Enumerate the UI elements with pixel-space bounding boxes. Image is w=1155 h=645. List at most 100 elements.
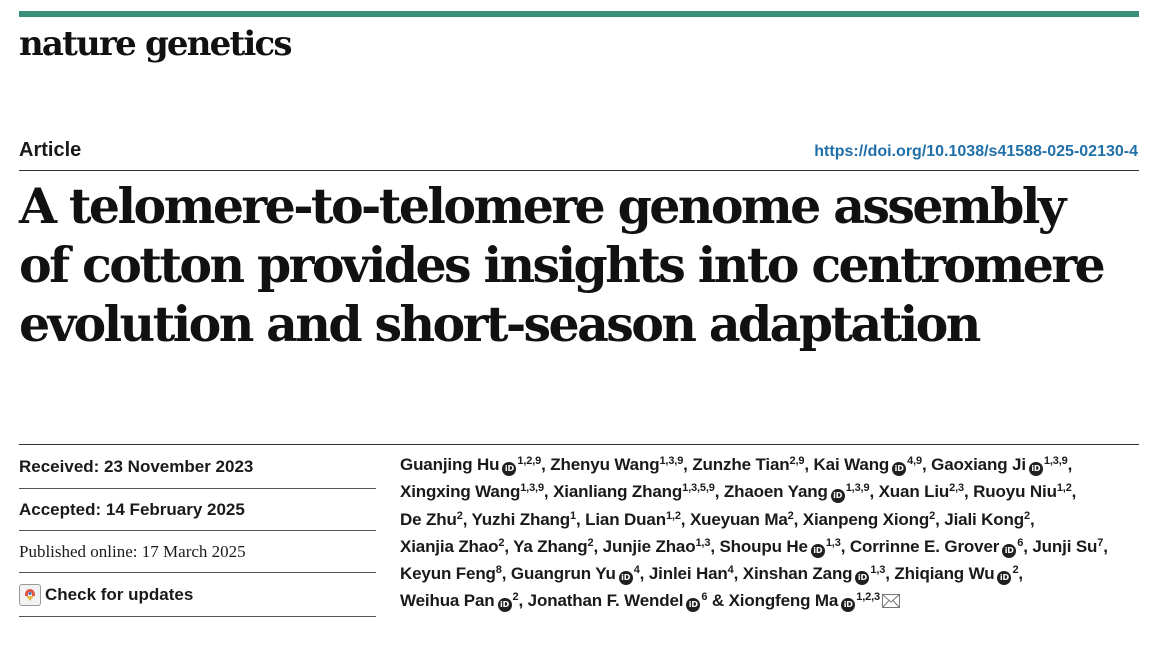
author-name[interactable]: Junji Su: [1032, 536, 1098, 556]
author-name[interactable]: Ruoyu Niu: [973, 482, 1057, 502]
author-name[interactable]: Xingxing Wang: [400, 482, 521, 502]
author-name[interactable]: Xianjia Zhao: [400, 536, 499, 556]
author-name[interactable]: Zunzhe Tian: [692, 455, 790, 474]
author-entry[interactable]: Ya Zhang2: [513, 537, 593, 556]
author-entry[interactable]: Xinshan Zang iD1,3: [742, 564, 886, 586]
orcid-icon[interactable]: iD: [1028, 462, 1043, 476]
author-name[interactable]: Xianpeng Xiong: [802, 509, 930, 529]
author-entry[interactable]: Jonathan F. Wendel iD6: [527, 591, 708, 613]
orcid-icon[interactable]: iD: [618, 571, 633, 586]
author-entry[interactable]: Xianjia Zhao2: [400, 537, 504, 556]
author-name[interactable]: Yuzhi Zhang: [471, 509, 571, 529]
author-affiliations[interactable]: 1: [570, 509, 576, 522]
author-affiliations[interactable]: 1,2: [665, 509, 681, 522]
orcid-icon[interactable]: iD: [841, 598, 856, 613]
author-name[interactable]: Lian Duan: [585, 509, 666, 529]
author-entry[interactable]: Yuzhi Zhang1: [471, 509, 577, 529]
author-entry[interactable]: Xueyuan Ma2: [690, 510, 794, 529]
author-entry[interactable]: Weihua Pan iD2: [400, 591, 519, 613]
author-affiliations[interactable]: 1,3,9: [845, 482, 870, 495]
orcid-icon[interactable]: iD: [830, 489, 845, 504]
author-name[interactable]: Weihua Pan: [400, 591, 495, 611]
author-affiliations[interactable]: 2: [587, 536, 594, 549]
author-name[interactable]: Jonathan F. Wendel: [527, 591, 684, 611]
author-affiliations[interactable]: 6: [1017, 536, 1024, 549]
author-affiliations[interactable]: 4: [633, 564, 640, 577]
author-name[interactable]: Xinshan Zang: [742, 564, 853, 584]
author-affiliations[interactable]: 1,3,9: [1043, 455, 1068, 467]
author-affiliations[interactable]: 8: [495, 564, 502, 577]
author-affiliations[interactable]: 2: [1024, 509, 1030, 522]
orcid-icon[interactable]: iD: [502, 462, 517, 476]
envelope-icon[interactable]: [881, 594, 900, 609]
author-entry[interactable]: Ruoyu Niu1,2: [973, 482, 1072, 501]
author-name[interactable]: Kai Wang: [813, 455, 890, 474]
author-affiliations[interactable]: 7: [1097, 536, 1104, 549]
author-name[interactable]: Guangrun Yu: [510, 564, 616, 584]
author-name[interactable]: Xianliang Zhang: [553, 482, 683, 502]
author-entry[interactable]: Guangrun Yu iD4: [510, 564, 640, 586]
author-entry[interactable]: Jiali Kong2: [944, 510, 1030, 529]
author-entry[interactable]: Xiongfeng Ma iD1,2,3: [728, 591, 900, 613]
author-affiliations[interactable]: 2,9: [789, 455, 805, 467]
author-name[interactable]: Keyun Feng: [400, 564, 496, 584]
author-name[interactable]: Guanjing Hu: [400, 455, 500, 474]
author-name[interactable]: Zhenyu Wang: [550, 455, 660, 474]
author-affiliations[interactable]: 1,3: [825, 536, 841, 549]
doi-link[interactable]: https://doi.org/10.1038/s41588-025-02130…: [814, 143, 1138, 160]
author-name[interactable]: Xuan Liu: [878, 482, 950, 502]
author-entry[interactable]: Xianpeng Xiong2: [803, 510, 935, 529]
author-entry[interactable]: Zunzhe Tian2,9: [692, 455, 804, 474]
author-entry[interactable]: Junji Su7: [1032, 537, 1103, 556]
author-entry[interactable]: Gaoxiang Ji iD1,3,9: [931, 455, 1068, 476]
author-name[interactable]: Zhaoen Yang: [723, 482, 828, 502]
author-affiliations[interactable]: 2: [929, 509, 936, 522]
author-entry[interactable]: Kai Wang iD4,9: [813, 455, 923, 476]
check-for-updates-button[interactable]: Check for updates: [19, 573, 376, 617]
author-affiliations[interactable]: 2,3: [949, 482, 965, 495]
journal-logo[interactable]: nature genetics: [19, 24, 293, 64]
author-entry[interactable]: Junjie Zhao1,3: [603, 537, 711, 556]
author-affiliations[interactable]: 1,3: [695, 536, 711, 549]
author-affiliations[interactable]: 2: [787, 509, 794, 522]
author-affiliations[interactable]: 1,3,9: [659, 455, 684, 467]
author-entry[interactable]: Zhenyu Wang1,3,9: [550, 455, 683, 474]
author-name[interactable]: Shoupu He: [719, 536, 808, 556]
author-entry[interactable]: Jinlei Han4: [649, 564, 734, 583]
author-name[interactable]: Ya Zhang: [513, 536, 588, 556]
author-entry[interactable]: De Zhu2: [400, 510, 463, 529]
author-entry[interactable]: Xuan Liu2,3: [878, 482, 965, 502]
author-entry[interactable]: Zhaoen Yang iD1,3,9: [723, 482, 870, 504]
author-name[interactable]: De Zhu: [400, 509, 457, 529]
orcid-icon[interactable]: iD: [855, 571, 870, 586]
author-entry[interactable]: Corrinne E. Grover iD6: [849, 536, 1024, 558]
author-name[interactable]: Jiali Kong: [944, 509, 1024, 529]
author-entry[interactable]: Lian Duan1,2: [585, 510, 681, 529]
author-affiliations[interactable]: 1,2,3: [856, 591, 880, 604]
author-affiliations[interactable]: 2: [498, 536, 505, 549]
author-affiliations[interactable]: 1,2: [1056, 482, 1072, 495]
author-name[interactable]: Corrinne E. Grover: [849, 536, 1000, 556]
author-affiliations[interactable]: 1,3: [870, 564, 886, 577]
author-affiliations[interactable]: 1,2,9: [517, 455, 542, 467]
orcid-icon[interactable]: iD: [497, 598, 512, 613]
author-entry[interactable]: Keyun Feng8: [400, 564, 502, 583]
author-name[interactable]: Xiongfeng Ma: [728, 591, 839, 611]
orcid-icon[interactable]: iD: [892, 462, 907, 476]
author-name[interactable]: Jinlei Han: [648, 564, 728, 584]
author-entry[interactable]: Xianliang Zhang1,3,5,9: [553, 482, 715, 501]
author-name[interactable]: Zhiqiang Wu: [894, 564, 995, 584]
author-affiliations[interactable]: 6: [701, 591, 708, 604]
author-affiliations[interactable]: 1,3,9: [520, 482, 544, 495]
author-affiliations[interactable]: 2: [1012, 564, 1019, 577]
author-affiliations[interactable]: 4: [727, 564, 734, 577]
orcid-icon[interactable]: iD: [686, 598, 701, 613]
author-name[interactable]: Junjie Zhao: [602, 536, 696, 556]
author-affiliations[interactable]: 4,9: [907, 455, 923, 467]
author-entry[interactable]: Xingxing Wang1,3,9: [400, 482, 544, 501]
author-name[interactable]: Xueyuan Ma: [689, 509, 788, 529]
author-affiliations[interactable]: 1,3,5,9: [682, 482, 715, 495]
author-affiliations[interactable]: 2: [456, 509, 463, 522]
orcid-icon[interactable]: iD: [1002, 543, 1017, 558]
author-name[interactable]: Gaoxiang Ji: [931, 455, 1026, 474]
